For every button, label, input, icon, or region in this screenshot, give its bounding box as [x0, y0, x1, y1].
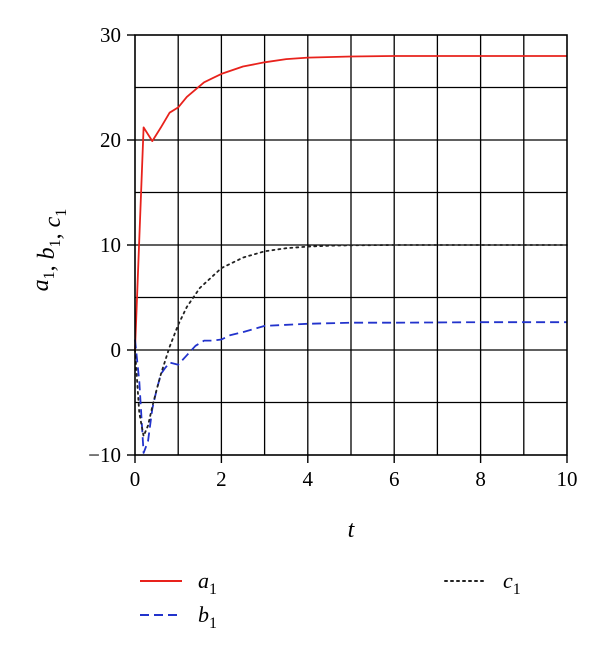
y-axis-title-subscript: 1: [53, 209, 70, 217]
y-axis-title-symbol: c: [40, 216, 66, 227]
y-axis-title-symbol: a: [28, 279, 54, 291]
y-axis-title-symbol: b: [34, 247, 60, 259]
x-tick-label: 4: [303, 467, 314, 491]
y-axis-title-separator: ,: [34, 259, 60, 271]
series-line-a1: [134, 55, 567, 351]
y-tick-label: 20: [100, 128, 121, 152]
y-tick-label: −10: [88, 443, 121, 467]
series-line-c1: [134, 244, 568, 438]
series-line-b1: [134, 321, 567, 454]
y-axis-title-subscript: 1: [47, 239, 64, 247]
y-axis-title-subscript: 1: [41, 271, 58, 279]
x-tick-label: 0: [130, 467, 141, 491]
y-axis-title-separator: ,: [40, 227, 66, 239]
series-lines: [134, 55, 568, 454]
x-tick-label: 6: [389, 467, 400, 491]
legend-label-b1: b1: [198, 602, 217, 632]
y-tick-label: 0: [111, 338, 122, 362]
legend: a1 b1 c1: [140, 568, 521, 632]
legend-label-a1: a1: [198, 568, 217, 598]
x-axis-title: t: [348, 517, 356, 543]
y-axis-title: a1, b1, c1: [28, 209, 70, 292]
x-tick-label: 10: [557, 467, 578, 491]
tick-labels: 0 2 4 6 8 10 −10 0 10 20 30: [88, 23, 577, 491]
y-tick-label: 10: [100, 233, 121, 257]
x-tick-label: 8: [475, 467, 486, 491]
legend-label-c1: c1: [503, 568, 521, 598]
x-tick-label: 2: [216, 467, 227, 491]
y-tick-label: 30: [100, 23, 121, 47]
axis-ticks: [127, 34, 568, 463]
